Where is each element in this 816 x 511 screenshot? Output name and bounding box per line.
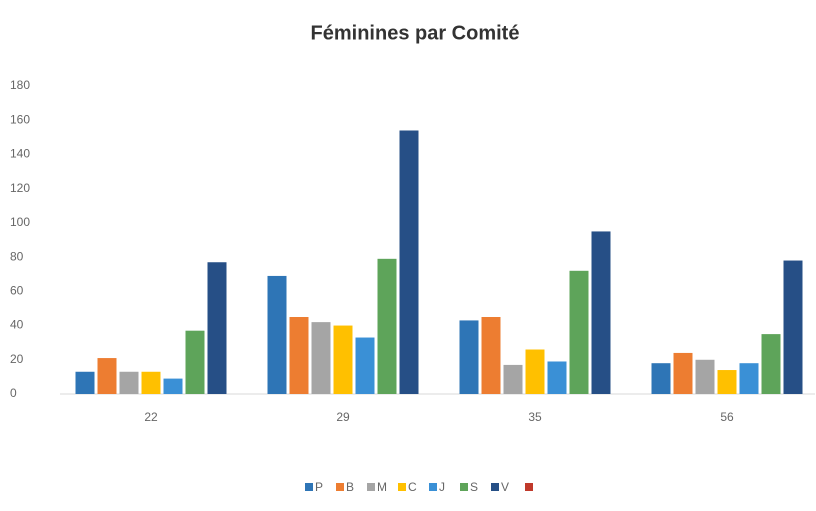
bar	[97, 358, 117, 394]
bar	[547, 361, 567, 394]
bar	[673, 352, 693, 394]
bar	[761, 334, 781, 394]
bar	[311, 322, 331, 394]
bar	[267, 275, 287, 394]
bar	[695, 359, 715, 394]
bar	[185, 330, 205, 394]
legend-swatch	[305, 483, 313, 491]
bar	[141, 371, 161, 394]
y-tick-label: 140	[10, 147, 30, 161]
y-tick-label: 40	[10, 318, 24, 332]
legend-swatch	[460, 483, 468, 491]
bar	[481, 317, 501, 394]
y-tick-label: 0	[10, 386, 17, 400]
x-tick-label: 35	[528, 410, 542, 424]
bar	[119, 371, 139, 394]
bar	[525, 349, 545, 394]
x-tick-label: 22	[144, 410, 158, 424]
bar	[739, 363, 759, 394]
bar	[783, 260, 803, 394]
y-tick-label: 100	[10, 215, 30, 229]
y-tick-label: 120	[10, 181, 30, 195]
legend-swatch	[491, 483, 499, 491]
y-tick-label: 80	[10, 249, 24, 263]
bar	[75, 371, 95, 394]
bar	[289, 317, 309, 394]
legend-label: M	[377, 480, 387, 494]
bar	[651, 363, 671, 394]
bar	[333, 325, 353, 394]
y-tick-label: 180	[10, 78, 30, 92]
bar	[399, 130, 419, 394]
bar	[163, 378, 183, 394]
legend-label: V	[501, 480, 509, 494]
legend-label: P	[315, 480, 323, 494]
legend-swatch	[398, 483, 406, 491]
bar	[503, 364, 523, 394]
y-tick-label: 160	[10, 112, 30, 126]
legend-label: J	[439, 480, 445, 494]
y-tick-label: 20	[10, 352, 24, 366]
bar	[591, 231, 611, 394]
legend-label: S	[470, 480, 478, 494]
legend-swatch	[367, 483, 375, 491]
legend-label: B	[346, 480, 354, 494]
bar	[207, 262, 227, 394]
legend-label: C	[408, 480, 417, 494]
bar	[377, 258, 397, 394]
legend-swatch	[429, 483, 437, 491]
bar	[717, 370, 737, 394]
bar	[569, 270, 589, 394]
legend-swatch	[525, 483, 533, 491]
chart-title: Féminines par Comité	[311, 22, 520, 44]
legend-swatch	[336, 483, 344, 491]
bar	[459, 320, 479, 394]
y-tick-label: 60	[10, 284, 24, 298]
bar	[355, 337, 375, 394]
x-tick-label: 29	[336, 410, 350, 424]
x-tick-label: 56	[720, 410, 734, 424]
